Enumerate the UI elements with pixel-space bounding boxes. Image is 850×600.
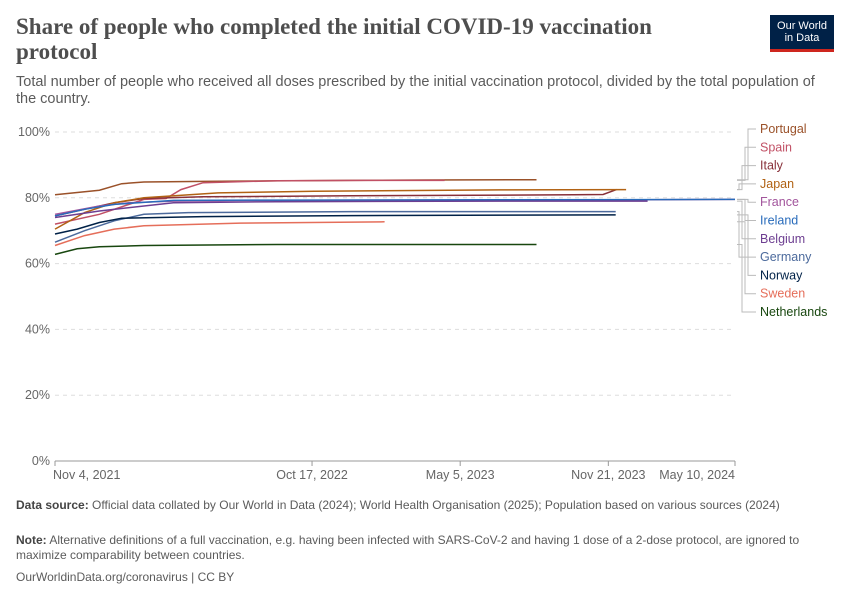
legend-connector (737, 221, 756, 295)
y-tick-label: 60% (25, 257, 50, 271)
legend-connector (737, 146, 756, 181)
legend-connector (737, 165, 756, 191)
chart-title: Share of people who completed the initia… (16, 14, 652, 64)
series-line-belgium[interactable] (54, 200, 648, 219)
legend-connector (737, 183, 756, 191)
gridlines (55, 131, 735, 396)
source-text: Official data collated by Our World in D… (92, 498, 780, 512)
data-source: Data source: Official data collated by O… (16, 498, 816, 513)
legend-connector (737, 200, 756, 240)
legend-connector (737, 128, 756, 181)
x-tick-label: Nov 4, 2021 (53, 468, 120, 482)
line-chart: 0% 20% 40% 60% 80% 100% Nov 4, 2021 Oct 17, 20… (18, 122, 827, 482)
legend-label-italy[interactable]: Italy (760, 159, 784, 173)
series-lines (54, 178, 736, 256)
x-tick-label: May 5, 2023 (426, 468, 495, 482)
legend-label-norway[interactable]: Norway (760, 268, 803, 282)
note-label: Note: (16, 533, 47, 547)
legend-label-spain[interactable]: Spain (760, 140, 792, 154)
series-line-netherlands[interactable] (54, 243, 537, 256)
legend-label-sweden[interactable]: Sweden (760, 287, 805, 301)
footer-url[interactable]: OurWorldinData.org/coronavirus | CC BY (16, 570, 235, 584)
owid-logo[interactable]: Our World in Data (770, 15, 834, 52)
legend: Portugal Spain Italy Japan France Ireland Belg… (737, 122, 827, 319)
source-label: Data source: (16, 498, 89, 512)
y-tick-label: 100% (18, 125, 50, 139)
legend-label-france[interactable]: France (760, 195, 799, 209)
legend-label-netherlands[interactable]: Netherlands (760, 305, 827, 319)
y-tick-label: 80% (25, 191, 50, 205)
note-text: Alternative definitions of a full vaccin… (16, 533, 800, 562)
x-tick-label: May 10, 2024 (659, 468, 735, 482)
y-tick-label: 40% (25, 322, 50, 336)
series-line-norway[interactable] (54, 214, 616, 235)
legend-label-japan[interactable]: Japan (760, 177, 794, 191)
legend-connector (737, 214, 756, 276)
note: Note: Alternative definitions of a full … (16, 533, 816, 563)
series-line-ireland[interactable] (54, 198, 736, 217)
series-line-sweden[interactable] (54, 221, 385, 247)
x-tick-label: Oct 17, 2022 (276, 468, 348, 482)
legend-label-ireland[interactable]: Ireland (760, 214, 798, 228)
x-tick-label: Nov 21, 2023 (571, 468, 645, 482)
chart-subtitle: Total number of people who received all … (16, 74, 815, 107)
legend-connector (737, 211, 756, 258)
legend-connector (737, 244, 756, 313)
logo-line-2: in Data (784, 32, 820, 44)
legend-connector (737, 198, 756, 221)
logo-line-1: Our World (777, 20, 827, 32)
y-tick-label: 20% (25, 388, 50, 402)
legend-label-belgium[interactable]: Belgium (760, 232, 805, 246)
legend-label-portugal[interactable]: Portugal (760, 122, 807, 136)
y-tick-label: 0% (32, 454, 50, 468)
series-line-japan[interactable] (54, 188, 627, 230)
series-line-germany[interactable] (54, 210, 616, 243)
x-axis: Nov 4, 2021 Oct 17, 2022 May 5, 2023 Nov 21… (53, 460, 736, 482)
legend-label-germany[interactable]: Germany (760, 250, 812, 264)
series-line-portugal[interactable] (54, 178, 537, 196)
y-axis: 0% 20% 40% 60% 80% 100% (18, 125, 50, 468)
